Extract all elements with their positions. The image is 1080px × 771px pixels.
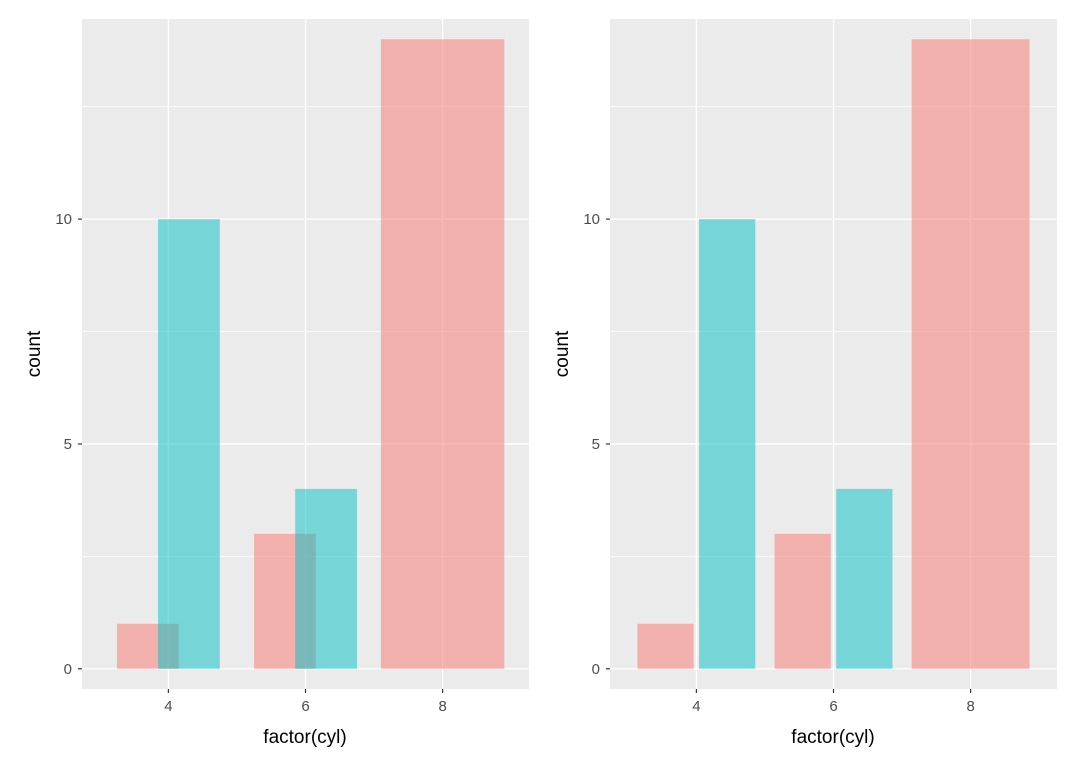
left-x-tick-label: 6 [301, 698, 309, 715]
left-x-tick-label: 4 [164, 698, 172, 715]
left-axes: 0 5 10 4 6 8 [55, 211, 446, 715]
left-x-axis-title: factor(cyl) [263, 727, 346, 748]
right-bar-8-group-1 [911, 39, 1030, 669]
right-y-axis-title: count [552, 330, 573, 377]
left-chart: 0 5 10 4 6 8 factor(cyl) count [24, 19, 529, 748]
right-axes: 0 5 10 4 6 8 [583, 211, 974, 715]
right-y-tick-label: 5 [592, 436, 600, 453]
left-bars [116, 39, 505, 669]
right-x-tick-label: 4 [692, 698, 700, 715]
left-x-tick-label: 8 [438, 698, 446, 715]
right-x-axis-title: factor(cyl) [791, 727, 874, 748]
right-x-tick-label: 8 [966, 698, 974, 715]
right-bar-4-group-2 [699, 219, 756, 669]
right-bars [637, 39, 1030, 669]
left-y-tick-label: 10 [55, 211, 72, 228]
left-bar-4-group-2 [158, 219, 220, 669]
right-y-tick-label: 0 [592, 661, 600, 678]
left-bar-6-group-2 [295, 488, 357, 669]
right-y-tick-label: 10 [583, 211, 600, 228]
left-y-tick-label: 0 [64, 661, 72, 678]
left-y-axis-title: count [24, 330, 45, 377]
right-chart: 0 5 10 4 6 8 factor(cyl) count [552, 19, 1057, 748]
left-bar-8-group-1 [380, 39, 505, 669]
right-bar-6-group-1 [774, 533, 831, 669]
left-y-tick-label: 5 [64, 436, 72, 453]
right-bar-6-group-2 [836, 488, 893, 669]
right-x-tick-label: 6 [829, 698, 837, 715]
right-bar-4-group-1 [637, 623, 694, 669]
